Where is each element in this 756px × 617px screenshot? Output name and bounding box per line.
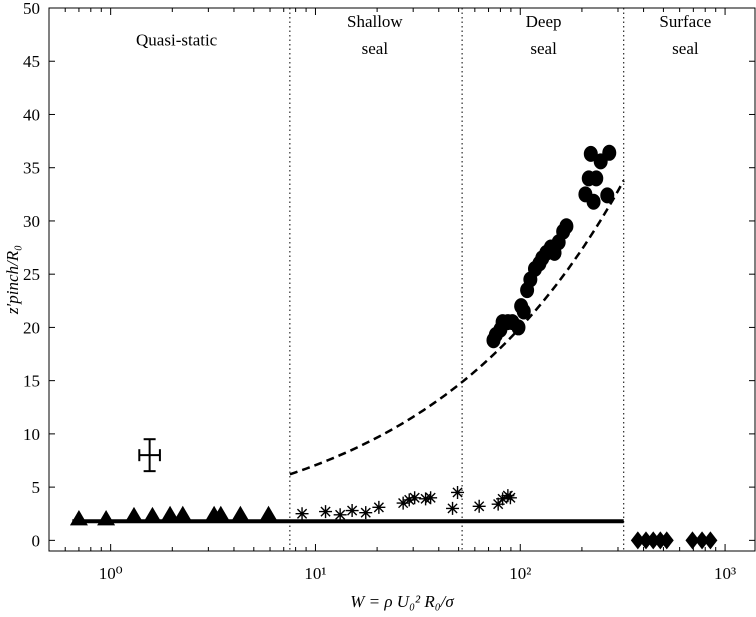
triangle-point — [143, 506, 162, 523]
fit-curves — [72, 179, 625, 524]
y-axis-label: z′pinch/R₀ — [3, 245, 22, 315]
asterisk-point — [451, 485, 465, 499]
diamond-point — [685, 531, 700, 550]
triangle-point — [97, 510, 116, 526]
y-tick-label: 50 — [23, 0, 40, 18]
asterisk-point — [496, 492, 510, 506]
asterisk-point — [424, 491, 438, 505]
y-tick-label: 25 — [23, 265, 40, 284]
diamond-point — [646, 531, 661, 550]
triangle-point — [161, 505, 180, 522]
circle-point — [516, 303, 531, 320]
y-tick-label: 15 — [23, 372, 40, 391]
diamond-point — [659, 531, 674, 550]
y-tick-label: 10 — [23, 425, 40, 444]
asterisk-point — [319, 505, 333, 519]
asterisk-point — [396, 496, 410, 510]
triangle-point — [259, 505, 278, 522]
region-label: seal — [362, 39, 389, 58]
y-tick-label: 45 — [23, 52, 40, 71]
triangle-point — [211, 505, 230, 522]
dashed-fit-curve — [289, 179, 625, 476]
region-label: Deep — [526, 12, 562, 31]
circle-point — [583, 145, 598, 162]
y-tick-label: 35 — [23, 159, 40, 178]
asterisk-point — [359, 506, 373, 520]
y-tick-label: 30 — [23, 212, 40, 231]
circle-point — [511, 319, 526, 336]
region-labels: Quasi-static Shallow seal Deep seal Surface se… — [136, 12, 711, 58]
asterisk-point — [419, 492, 433, 506]
asterisk-point — [295, 507, 309, 521]
y-axis-ticks: 0 5 10 15 20 25 30 35 40 45 50 — [23, 0, 755, 550]
asterisk-point — [345, 504, 359, 518]
error-bar — [138, 438, 161, 473]
region-label: seal — [672, 39, 699, 58]
asterisk-point — [408, 491, 422, 505]
circle-point — [559, 218, 574, 235]
circle-point — [589, 170, 604, 187]
x-tick-label: 10⁰ — [99, 564, 123, 583]
circle-point — [600, 187, 615, 204]
asterisk-point — [503, 491, 517, 505]
triangle-point — [173, 505, 192, 522]
y-tick-label: 20 — [23, 318, 40, 337]
triangle-point — [69, 510, 88, 526]
region-label: Shallow — [347, 12, 403, 31]
region-label: Quasi-static — [136, 30, 218, 49]
asterisk-point — [446, 501, 460, 515]
triangle-point — [231, 505, 250, 522]
asterisk-point — [333, 508, 347, 522]
diamond-point — [638, 531, 653, 550]
asterisk-point — [491, 497, 505, 511]
plot-frame — [48, 7, 756, 552]
x-tick-label: 10² — [509, 564, 531, 583]
x-axis-label: W = ρ U₀² R₀/σ — [350, 592, 454, 611]
region-label: seal — [530, 39, 557, 58]
y-tick-label: 0 — [32, 531, 41, 550]
asterisk-point — [472, 499, 486, 513]
diamond-point — [630, 531, 645, 550]
x-axis-ticks: 10⁰ 10¹ 10² 10³ — [48, 8, 736, 583]
asterisk-point — [372, 500, 386, 514]
data-points — [69, 144, 718, 550]
asterisk-point — [402, 493, 416, 507]
region-dividers — [289, 8, 625, 551]
y-tick-label: 5 — [32, 478, 41, 497]
region-label: Surface — [659, 12, 711, 31]
circle-point — [602, 144, 617, 161]
y-tick-label: 40 — [23, 105, 40, 124]
diamond-point — [703, 531, 718, 550]
x-tick-label: 10³ — [714, 564, 736, 583]
x-tick-label: 10¹ — [304, 564, 326, 583]
triangle-point — [124, 506, 143, 523]
diamond-point — [695, 531, 710, 550]
circle-point — [586, 193, 601, 210]
